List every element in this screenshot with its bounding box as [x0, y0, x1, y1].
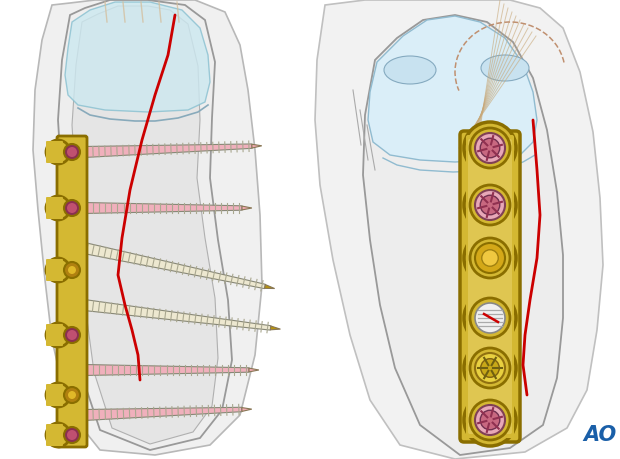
Circle shape: [46, 423, 70, 447]
Circle shape: [46, 140, 70, 164]
Circle shape: [475, 133, 505, 163]
Polygon shape: [84, 364, 249, 375]
Circle shape: [470, 400, 510, 440]
Circle shape: [464, 232, 516, 284]
Circle shape: [67, 430, 77, 440]
Circle shape: [475, 190, 505, 220]
Circle shape: [64, 200, 80, 216]
Circle shape: [46, 323, 70, 347]
Circle shape: [67, 330, 77, 340]
Circle shape: [475, 243, 505, 273]
FancyBboxPatch shape: [46, 384, 63, 406]
FancyBboxPatch shape: [46, 141, 63, 163]
Circle shape: [64, 387, 80, 403]
Circle shape: [470, 128, 510, 168]
Polygon shape: [58, 0, 232, 450]
FancyBboxPatch shape: [46, 424, 63, 446]
Circle shape: [46, 383, 70, 407]
Circle shape: [464, 292, 516, 344]
Polygon shape: [84, 407, 242, 420]
Circle shape: [464, 394, 516, 446]
FancyBboxPatch shape: [460, 131, 520, 442]
Polygon shape: [33, 0, 262, 455]
Circle shape: [64, 327, 80, 343]
Circle shape: [480, 358, 499, 377]
Polygon shape: [72, 6, 218, 444]
FancyBboxPatch shape: [466, 135, 514, 438]
Polygon shape: [84, 202, 242, 213]
Polygon shape: [252, 144, 262, 148]
Ellipse shape: [481, 55, 529, 81]
Polygon shape: [265, 285, 275, 289]
Polygon shape: [363, 15, 563, 455]
Circle shape: [470, 238, 510, 278]
FancyBboxPatch shape: [468, 139, 512, 434]
Text: AO: AO: [583, 425, 617, 445]
Circle shape: [68, 391, 76, 399]
Circle shape: [64, 262, 80, 278]
Polygon shape: [83, 243, 265, 289]
Circle shape: [480, 195, 500, 215]
Circle shape: [470, 185, 510, 225]
Circle shape: [480, 138, 500, 158]
Circle shape: [67, 203, 77, 213]
Circle shape: [475, 353, 505, 383]
Polygon shape: [315, 0, 603, 459]
Polygon shape: [368, 16, 537, 162]
Circle shape: [464, 122, 516, 174]
Circle shape: [46, 196, 70, 220]
Ellipse shape: [384, 56, 436, 84]
Circle shape: [464, 179, 516, 231]
FancyBboxPatch shape: [46, 259, 63, 281]
Circle shape: [64, 144, 80, 160]
Circle shape: [470, 298, 510, 338]
Circle shape: [480, 410, 500, 430]
Circle shape: [67, 147, 77, 157]
Polygon shape: [84, 144, 252, 157]
Circle shape: [68, 266, 76, 274]
FancyBboxPatch shape: [57, 136, 87, 447]
Polygon shape: [270, 326, 280, 330]
Polygon shape: [242, 408, 252, 411]
FancyBboxPatch shape: [46, 324, 63, 346]
Circle shape: [475, 405, 505, 435]
Polygon shape: [249, 368, 259, 372]
Circle shape: [475, 303, 505, 333]
Circle shape: [470, 348, 510, 388]
Polygon shape: [242, 206, 252, 210]
Circle shape: [482, 250, 498, 266]
Circle shape: [46, 258, 70, 282]
Circle shape: [64, 427, 80, 443]
Polygon shape: [83, 300, 271, 330]
Circle shape: [464, 342, 516, 394]
Polygon shape: [65, 2, 210, 112]
FancyBboxPatch shape: [46, 197, 63, 219]
